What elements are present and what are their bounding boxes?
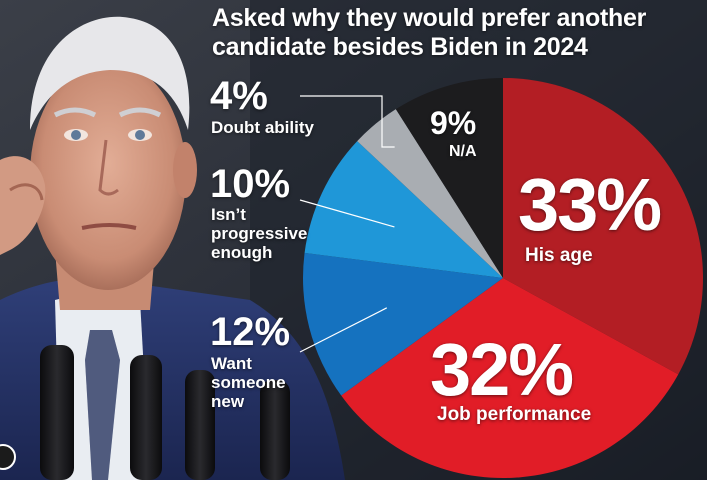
slice-label-want-new-line-3: new (211, 392, 245, 411)
slice-label-job-performance-text: Job performance (437, 404, 592, 425)
slice-label-na-value: 9% (430, 105, 477, 141)
pie-slice-job-performance (341, 278, 679, 479)
slice-label-doubt-ability-text: Doubt ability (211, 118, 314, 137)
chart-title-line-2: candidate besides Biden in 2024 (212, 33, 588, 61)
leader-line-not-progressive (299, 199, 395, 228)
slice-label-doubt-ability-value: 4% (210, 74, 268, 118)
chart-title: Asked why they would prefer another cand… (212, 4, 702, 62)
slice-label-want-new-line-2: someone (211, 373, 286, 392)
slice-label-job-performance-value: 32% (430, 328, 574, 411)
corner-badge (0, 444, 16, 470)
slice-label-not-progressive-line-3: enough (211, 243, 273, 262)
pie-slice-not-progressive (304, 141, 503, 278)
slice-label-not-progressive-line-1: Isn’t (211, 205, 246, 224)
pie-slice-doubt-ability (357, 109, 503, 278)
pie-slice-want-new (303, 252, 503, 396)
slice-label-his-age-text: His age (525, 245, 593, 266)
slice-label-want-new-value: 12% (210, 310, 291, 354)
slice-label-not-progressive-value: 10% (210, 162, 291, 206)
leader-line-want-new (299, 307, 388, 353)
pie-slice-na (395, 78, 503, 278)
slice-label-na-text: N/A (449, 143, 477, 160)
pie-slice-his-age (503, 78, 703, 375)
leader-line-doubt-ability (300, 95, 395, 148)
chart-title-line-1: Asked why they would prefer another (212, 4, 647, 32)
slice-label-not-progressive-line-2: progressive (211, 224, 308, 243)
slice-label-his-age-value: 33% (518, 163, 662, 246)
slice-label-want-new-line-1: Want (211, 354, 252, 373)
